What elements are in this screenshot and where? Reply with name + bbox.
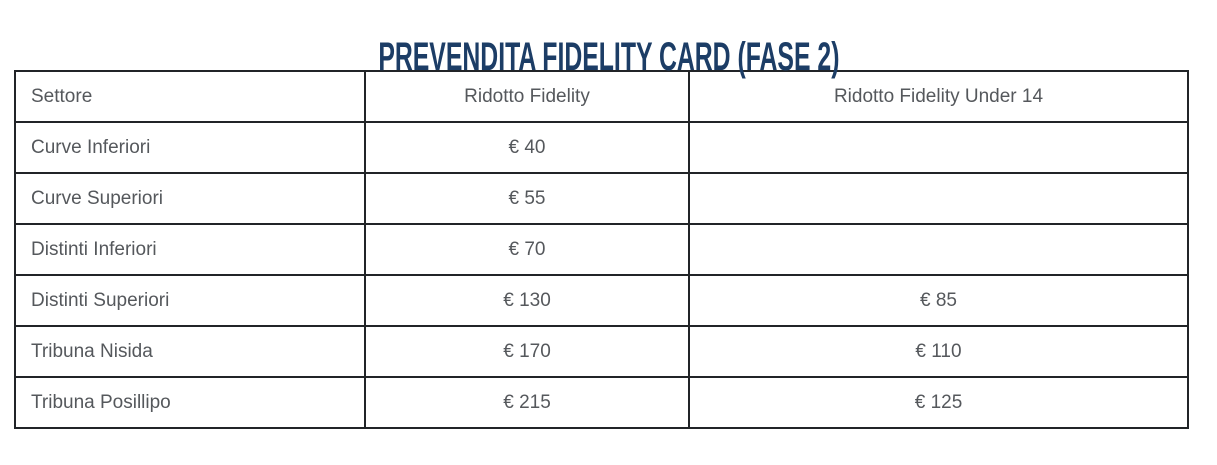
title-bar: PREVENDITA FIDELITY CARD (FASE 2) (0, 0, 1217, 79)
table-header-row: Settore Ridotto Fidelity Ridotto Fidelit… (14, 70, 1189, 123)
sector-label: Tribuna Nisida (14, 325, 366, 378)
price-under-14: € 125 (688, 376, 1189, 429)
column-header-ridotto-fidelity: Ridotto Fidelity (364, 70, 690, 123)
sector-label: Tribuna Posillipo (14, 376, 366, 429)
table-row: Distinti Inferiori € 70 (14, 223, 1189, 276)
table-row: Distinti Superiori € 130 € 85 (14, 274, 1189, 327)
page-title: PREVENDITA FIDELITY CARD (FASE 2) (377, 34, 840, 79)
table-row: Curve Inferiori € 40 (14, 121, 1189, 174)
column-header-ridotto-fidelity-under-14: Ridotto Fidelity Under 14 (688, 70, 1189, 123)
price-under-14 (688, 172, 1189, 225)
price-ridotto-fidelity: € 170 (364, 325, 690, 378)
price-ridotto-fidelity: € 130 (364, 274, 690, 327)
sector-label: Curve Inferiori (14, 121, 366, 174)
sector-label: Distinti Inferiori (14, 223, 366, 276)
sector-label: Distinti Superiori (14, 274, 366, 327)
table-row: Tribuna Nisida € 170 € 110 (14, 325, 1189, 378)
fidelity-price-table: Settore Ridotto Fidelity Ridotto Fidelit… (14, 70, 1189, 429)
table-row: Tribuna Posillipo € 215 € 125 (14, 376, 1189, 429)
price-under-14: € 110 (688, 325, 1189, 378)
price-ridotto-fidelity: € 215 (364, 376, 690, 429)
price-under-14 (688, 121, 1189, 174)
table-row: Curve Superiori € 55 (14, 172, 1189, 225)
sector-label: Curve Superiori (14, 172, 366, 225)
price-ridotto-fidelity: € 70 (364, 223, 690, 276)
price-ridotto-fidelity: € 40 (364, 121, 690, 174)
column-header-settore: Settore (14, 70, 366, 123)
price-ridotto-fidelity: € 55 (364, 172, 690, 225)
price-under-14 (688, 223, 1189, 276)
price-under-14: € 85 (688, 274, 1189, 327)
